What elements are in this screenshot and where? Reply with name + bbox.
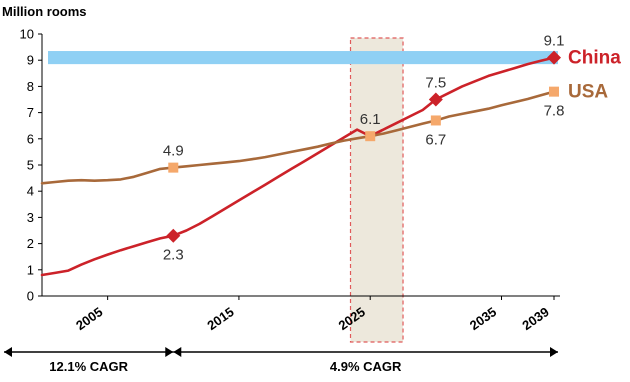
data-point-china [428,92,443,107]
data-point-usa [168,162,179,173]
y-tick-label: 7 [27,105,34,120]
y-tick-label: 0 [27,289,34,304]
y-tick-label: 10 [20,27,34,42]
data-label-usa: 6.7 [425,131,446,148]
legend-china: China [568,48,621,69]
x-tick-label: 2039 [519,304,551,333]
x-tick-label: 2035 [467,304,499,333]
series-line-china [40,56,556,277]
data-point-china [166,228,181,243]
cagr-arrowhead [173,347,182,357]
x-tick-label: 2005 [73,304,105,333]
x-tick-label: 2015 [204,304,236,333]
y-axis-label: Million rooms [2,4,87,19]
data-label-china: 7.5 [425,75,446,92]
series-line-usa [40,90,556,185]
y-tick-label: 1 [27,262,34,277]
data-label-china: 2.3 [163,247,184,264]
y-tick-label: 6 [27,131,34,146]
cagr-arrowhead [165,347,174,357]
data-label-usa: 6.1 [360,111,381,128]
y-tick-label: 4 [27,184,34,199]
y-tick-label: 5 [27,158,34,173]
data-point-usa [365,131,376,142]
y-tick-label: 8 [27,79,34,94]
y-tick-label: 9 [27,53,34,68]
y-tick-label: 2 [27,236,34,251]
cagr-arrowhead [550,347,558,357]
data-label-china: 9.1 [544,33,565,50]
data-point-usa [549,86,559,97]
y-tick-label: 3 [27,210,34,225]
data-point-usa [430,115,441,126]
data-label-usa: 4.9 [163,143,184,160]
target-level-band [48,51,558,65]
legend-usa: USA [568,82,608,103]
data-point-china [547,50,561,65]
forecast-highlight-box [349,37,404,343]
cagr-label: 4.9% CAGR [330,359,402,374]
cagr-label: 12.1% CAGR [49,359,128,374]
data-label-usa: 7.8 [544,103,565,120]
cagr-arrowhead [4,347,12,357]
